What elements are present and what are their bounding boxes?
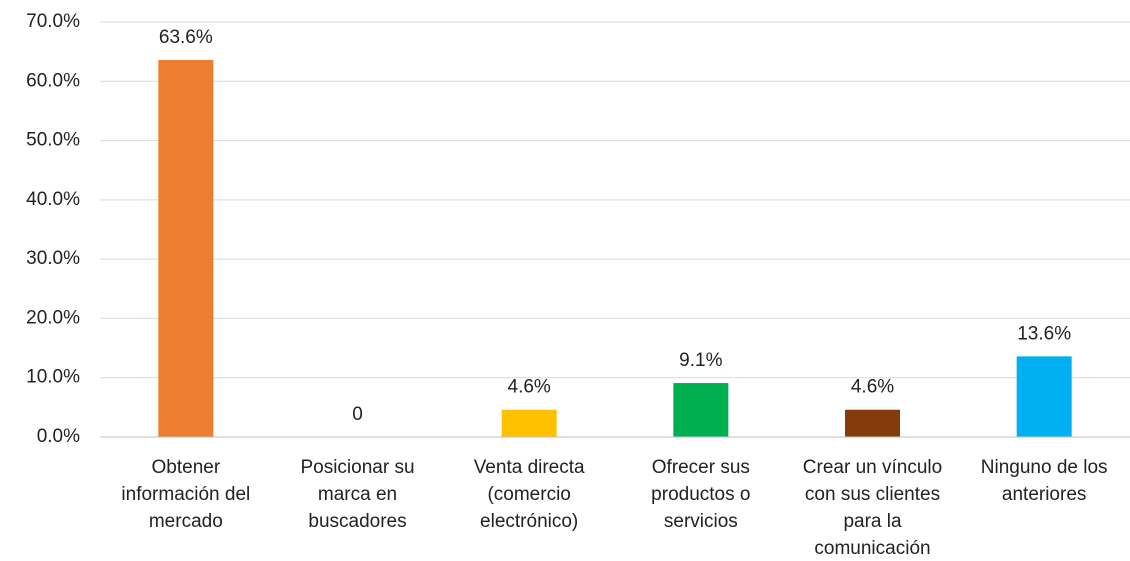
bar [501,409,557,437]
y-tick-label: 70.0% [26,11,80,32]
y-tick-label: 60.0% [26,70,80,91]
bar [845,409,900,437]
x-tick-label: Ofrecer sus productos o servicios [651,457,751,532]
y-tick-label: 30.0% [26,248,80,269]
value-label: 4.6% [508,377,551,398]
y-tick-label: 40.0% [26,189,80,210]
bar [673,383,729,437]
x-tick-label: Venta directa (comercio electrónico) [473,457,585,532]
value-label: 0 [352,404,363,425]
x-tick-label: Posicionar su marca en buscadores [300,457,415,532]
y-tick-label: 0.0% [37,426,80,447]
y-tick-label: 10.0% [26,367,80,388]
y-tick-label: 50.0% [26,130,80,151]
value-label: 4.6% [851,377,894,398]
value-label: 13.6% [1017,323,1071,344]
bar [1016,356,1072,437]
x-tick-label: Obtener información del mercado [121,457,251,532]
x-tick-label: Ninguno de los anteriores [980,457,1108,505]
y-tick-label: 20.0% [26,307,80,328]
x-tick-label: Crear un vínculo con sus clientes para l… [802,457,943,559]
value-label: 63.6% [159,27,213,48]
bar [158,59,214,437]
value-label: 9.1% [679,350,722,371]
